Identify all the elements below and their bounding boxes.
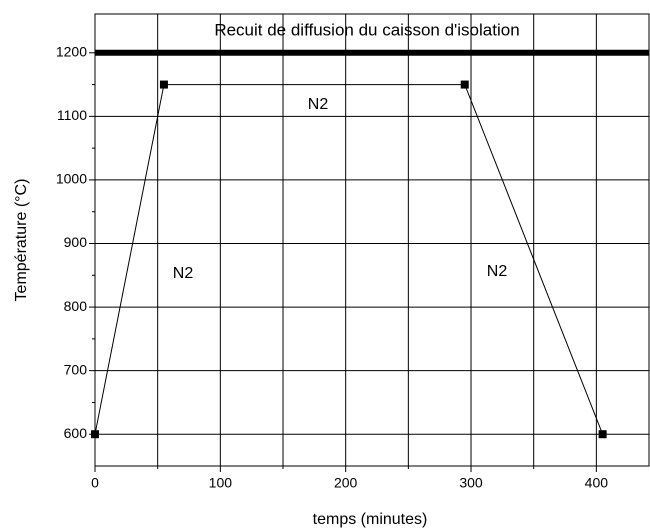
y-tick-label: 1000 — [56, 171, 87, 187]
marker — [460, 80, 469, 89]
y-axis-label: Température (°C) — [13, 179, 30, 302]
x-tick-label: 300 — [459, 475, 483, 491]
marker — [91, 430, 99, 439]
x-tick-label: 200 — [334, 475, 358, 491]
marker — [598, 430, 607, 439]
annotation: N2 — [487, 263, 508, 280]
chart-title: Recuit de diffusion du caisson d'isolati… — [214, 20, 519, 39]
annotation: N2 — [173, 265, 194, 282]
x-tick-label: 100 — [209, 475, 233, 491]
y-tick-label: 900 — [64, 234, 88, 250]
x-tick-label: 400 — [585, 475, 609, 491]
y-tick-label: 1200 — [56, 43, 87, 59]
y-tick-label: 800 — [64, 298, 88, 314]
line — [94, 84, 604, 435]
y-tick-label: 1100 — [57, 107, 87, 123]
x-tick-label: 0 — [91, 475, 99, 491]
marker — [159, 80, 168, 89]
plot-frame — [94, 13, 650, 467]
y-tick-label: 700 — [64, 361, 88, 377]
y-tick-label: 600 — [64, 425, 88, 441]
x-axis-label: temps (minutes) — [313, 511, 428, 528]
annotation: N2 — [308, 96, 329, 113]
